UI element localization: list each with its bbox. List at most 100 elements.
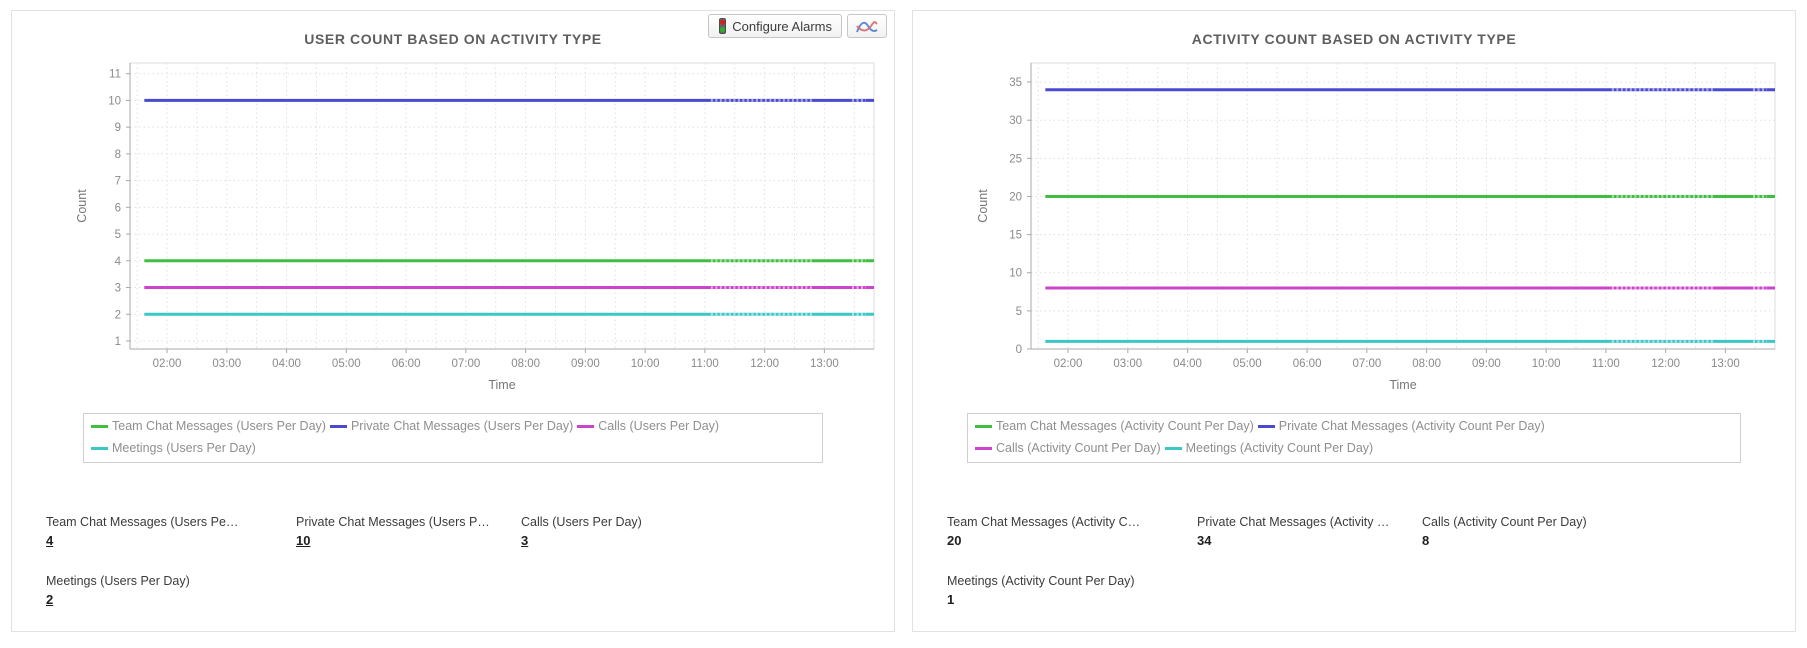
- svg-text:06:00: 06:00: [392, 358, 421, 370]
- svg-text:06:00: 06:00: [1293, 358, 1322, 370]
- legend-item: Calls (Activity Count Per Day): [975, 438, 1161, 460]
- svg-text:0: 0: [1016, 344, 1022, 356]
- svg-text:11:00: 11:00: [691, 358, 719, 370]
- user-count-chart: 1 2 3 4 5 6 7 8 9 10 11 02:00 03:00 04:00 05:00 06:00 07…: [75, 62, 875, 392]
- stat-value[interactable]: 4: [46, 532, 54, 548]
- svg-text:05:00: 05:00: [1233, 358, 1262, 370]
- stat-label: Team Chat Messages (Activity C…: [947, 514, 1141, 529]
- legend-label: Private Chat Messages (Users Per Day): [350, 419, 574, 433]
- legend-label: Meetings (Activity Count Per Day): [1185, 440, 1374, 455]
- legend-item: Meetings (Users Per Day): [91, 438, 256, 460]
- svg-text:8: 8: [115, 149, 121, 161]
- svg-text:20: 20: [1009, 191, 1022, 203]
- stat-item: Meetings (Activity Count Per Day) 1: [947, 574, 1197, 607]
- legend-item: Private Chat Messages (Activity Count Pe…: [1257, 416, 1545, 438]
- chart-legend: Team Chat Messages (Users Per Day) Privat…: [83, 413, 823, 463]
- legend-swatch: [975, 447, 992, 451]
- legend-swatch: [91, 447, 108, 451]
- activity-count-chart: 0 5 10 15 20 25 30 35 02:00 03:00 04:00 05:00 06:00 0…: [976, 62, 1776, 392]
- svg-text:10:00: 10:00: [1532, 358, 1561, 370]
- svg-text:04:00: 04:00: [1173, 358, 1202, 370]
- stat-label: Calls (Users Per Day): [521, 514, 642, 529]
- legend-swatch: [91, 425, 108, 429]
- legend-label: Calls (Activity Count Per Day): [996, 440, 1161, 455]
- legend-swatch: [577, 425, 595, 429]
- stat-value[interactable]: 3: [521, 532, 529, 548]
- svg-text:08:00: 08:00: [511, 358, 540, 370]
- stat-label: Team Chat Messages (Users Pe…: [46, 514, 239, 529]
- svg-text:10: 10: [108, 95, 121, 107]
- stat-item: Private Chat Messages (Activity … 34: [1197, 515, 1422, 548]
- svg-text:12:00: 12:00: [1651, 358, 1680, 370]
- panel-actions: Configure Alarms: [708, 14, 887, 38]
- legend-label: Private Chat Messages (Activity Count Pe…: [1278, 419, 1545, 433]
- svg-text:03:00: 03:00: [212, 358, 241, 370]
- svg-text:Count: Count: [976, 189, 990, 223]
- legend-item: Team Chat Messages (Users Per Day): [91, 416, 326, 438]
- svg-text:12:00: 12:00: [750, 358, 779, 370]
- stat-value[interactable]: 10: [296, 532, 311, 548]
- legend-swatch: [1257, 425, 1275, 429]
- stat-item: Calls (Activity Count Per Day) 8: [1422, 515, 1795, 548]
- stat-label: Calls (Activity Count Per Day): [1422, 514, 1587, 529]
- svg-text:5: 5: [1016, 306, 1022, 318]
- svg-text:10:00: 10:00: [631, 358, 660, 370]
- svg-text:7: 7: [115, 176, 121, 188]
- svg-text:6: 6: [115, 202, 121, 214]
- svg-text:30: 30: [1009, 115, 1022, 127]
- legend-swatch: [329, 425, 347, 429]
- stat-value: 20: [947, 532, 962, 548]
- legend-swatch: [1164, 447, 1182, 451]
- legend-item: Team Chat Messages (Activity Count Per D…: [975, 416, 1254, 438]
- svg-text:04:00: 04:00: [272, 358, 301, 370]
- svg-text:4: 4: [115, 256, 122, 268]
- legend-label: Calls (Users Per Day): [598, 419, 720, 433]
- stat-item: Team Chat Messages (Activity C… 20: [947, 515, 1197, 548]
- svg-text:5: 5: [115, 229, 121, 241]
- svg-text:11: 11: [109, 69, 121, 81]
- stat-value: 8: [1422, 532, 1430, 548]
- configure-alarms-button[interactable]: Configure Alarms: [708, 14, 842, 38]
- chart-stats: Team Chat Messages (Activity C… 20 Private…: [947, 515, 1795, 607]
- legend-label: Team Chat Messages (Users Per Day): [112, 419, 326, 433]
- svg-text:9: 9: [115, 122, 121, 134]
- svg-text:07:00: 07:00: [451, 358, 480, 370]
- svg-text:13:00: 13:00: [810, 358, 839, 370]
- svg-text:02:00: 02:00: [1054, 358, 1083, 370]
- svg-text:10: 10: [1009, 268, 1022, 280]
- svg-text:35: 35: [1009, 77, 1022, 89]
- svg-text:13:00: 13:00: [1711, 358, 1740, 370]
- svg-text:1: 1: [115, 336, 121, 348]
- stat-value: 1: [947, 591, 955, 607]
- legend-swatch: [975, 425, 992, 429]
- traffic-light-icon: [718, 18, 727, 34]
- stat-label: Meetings (Users Per Day): [46, 573, 190, 588]
- line-chart-icon: [856, 19, 878, 34]
- stat-item: Meetings (Users Per Day) 2: [46, 574, 296, 607]
- chart-stats: Team Chat Messages (Users Pe… 4 Private Ch…: [46, 515, 894, 607]
- svg-text:05:00: 05:00: [332, 358, 361, 370]
- panel-user-count: Configure Alarms USER COUNT BASED ON ACT…: [11, 10, 895, 632]
- stat-value[interactable]: 2: [46, 591, 54, 607]
- svg-text:3: 3: [115, 283, 121, 295]
- svg-text:09:00: 09:00: [1472, 358, 1501, 370]
- stat-item: Private Chat Messages (Users P… 10: [296, 515, 521, 548]
- legend-label: Team Chat Messages (Activity Count Per D…: [996, 419, 1254, 433]
- legend-label: Meetings (Users Per Day): [112, 440, 256, 455]
- svg-text:09:00: 09:00: [571, 358, 600, 370]
- svg-text:Count: Count: [75, 189, 89, 223]
- legend-item: Meetings (Activity Count Per Day): [1164, 438, 1374, 460]
- configure-alarms-label: Configure Alarms: [732, 18, 832, 34]
- stat-label: Private Chat Messages (Users P…: [296, 514, 490, 529]
- stat-label: Meetings (Activity Count Per Day): [947, 573, 1135, 588]
- stat-item: Team Chat Messages (Users Pe… 4: [46, 515, 296, 548]
- stat-label: Private Chat Messages (Activity …: [1197, 514, 1390, 529]
- svg-text:25: 25: [1009, 153, 1022, 165]
- stat-value: 34: [1197, 532, 1212, 548]
- chart-options-button[interactable]: [847, 14, 887, 38]
- svg-text:03:00: 03:00: [1113, 358, 1142, 370]
- svg-text:07:00: 07:00: [1352, 358, 1381, 370]
- chart-legend: Team Chat Messages (Activity Count Per D…: [967, 413, 1741, 463]
